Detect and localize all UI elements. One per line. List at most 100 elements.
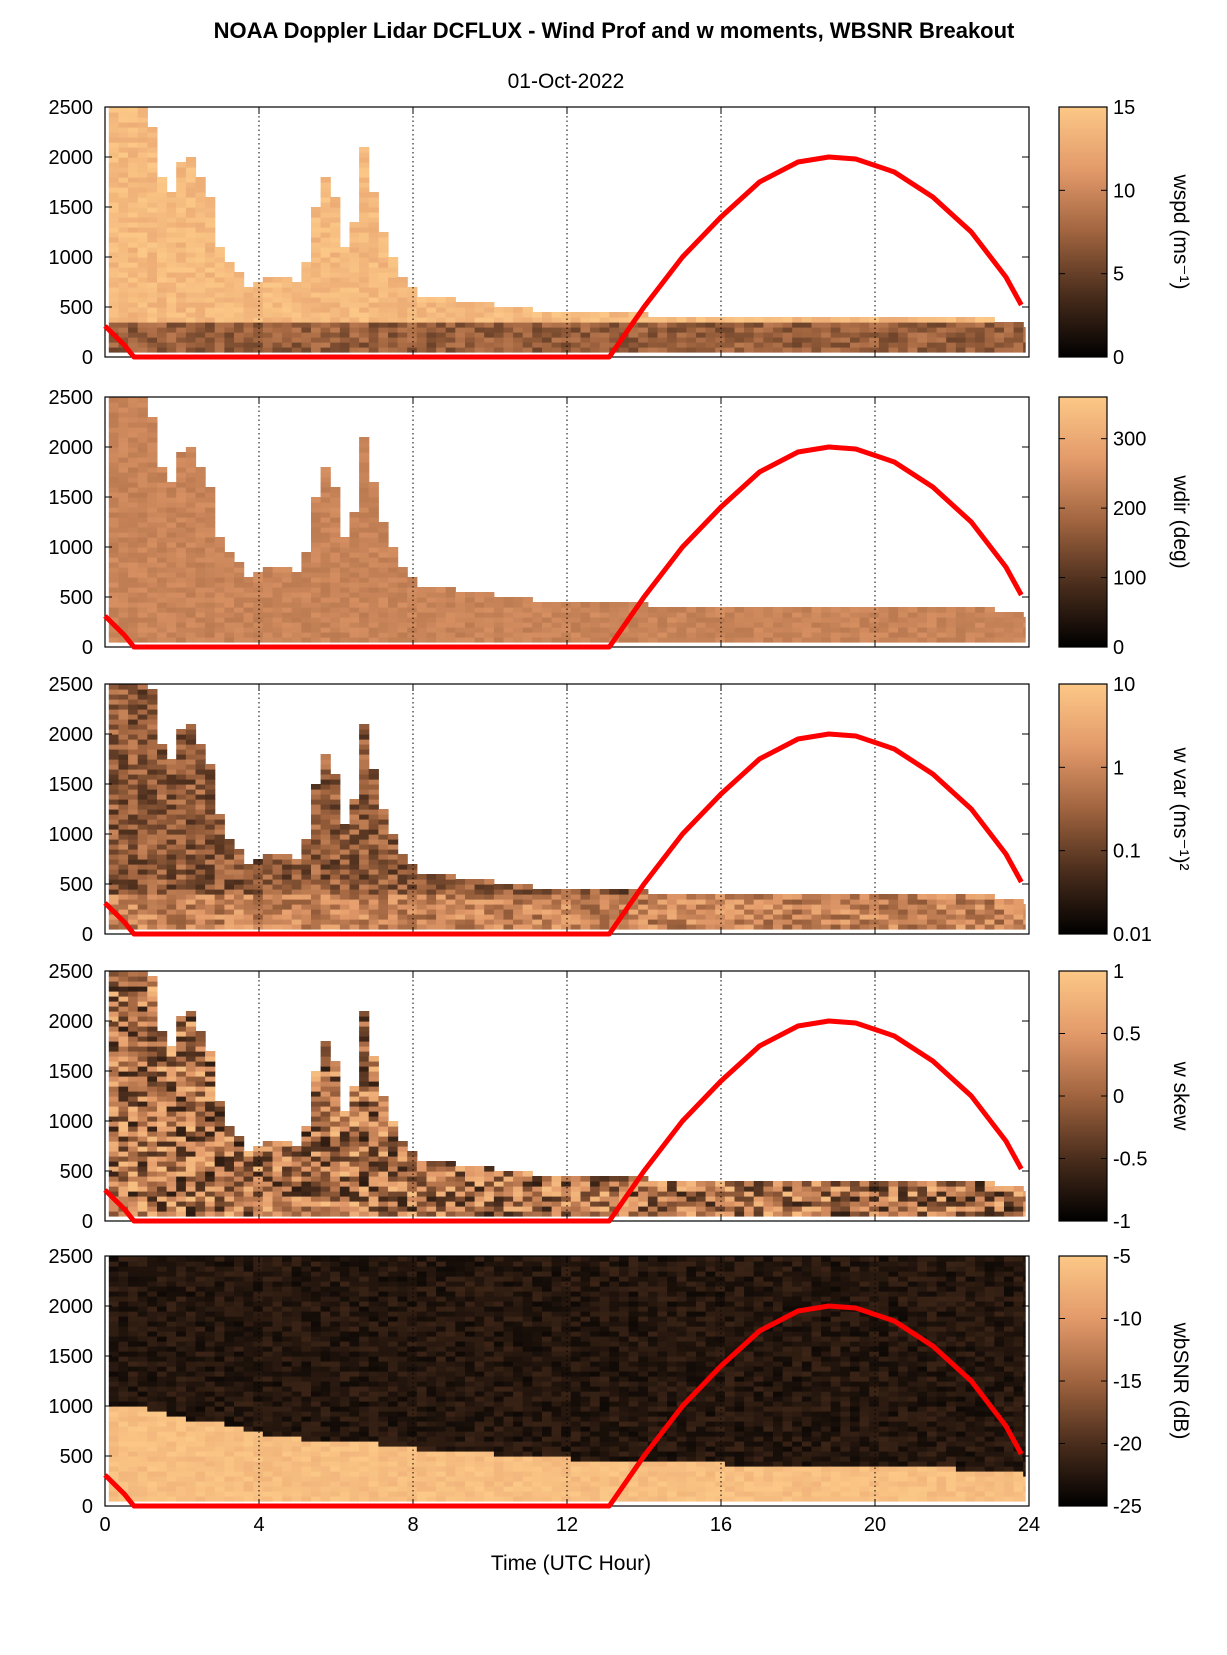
heatmap-cell bbox=[157, 814, 168, 820]
heatmap-cell bbox=[205, 1106, 216, 1112]
heatmap-cell bbox=[975, 607, 986, 613]
heatmap-cell bbox=[272, 632, 283, 638]
heatmap-cell bbox=[176, 272, 187, 278]
heatmap-cell bbox=[686, 894, 697, 900]
heatmap-cell bbox=[734, 327, 745, 333]
heatmap-cell bbox=[599, 904, 610, 910]
heatmap-cell bbox=[955, 919, 967, 925]
heatmap-cell bbox=[570, 894, 581, 900]
heatmap-cell bbox=[311, 1101, 322, 1107]
heatmap-cell bbox=[118, 1071, 129, 1077]
heatmap-cell bbox=[205, 774, 216, 780]
heatmap-cell bbox=[859, 317, 870, 323]
heatmap-cell bbox=[243, 307, 254, 313]
heatmap-cell bbox=[763, 327, 774, 333]
heatmap-cell bbox=[339, 834, 351, 840]
heatmap-cell bbox=[532, 337, 543, 343]
heatmap-cell bbox=[224, 562, 235, 568]
heatmap-cell bbox=[176, 1136, 187, 1142]
heatmap-cell bbox=[715, 899, 726, 905]
heatmap-cell bbox=[137, 709, 148, 715]
heatmap-cell bbox=[108, 1161, 119, 1167]
heatmap-cell bbox=[994, 332, 1005, 338]
heatmap-cell bbox=[176, 854, 187, 860]
heatmap-cell bbox=[359, 197, 370, 203]
heatmap-cell bbox=[291, 587, 302, 593]
heatmap-cell bbox=[157, 197, 168, 203]
heatmap-cell bbox=[108, 552, 119, 558]
heatmap-cell bbox=[965, 909, 976, 915]
heatmap-cell bbox=[147, 1111, 158, 1117]
heatmap-cell bbox=[763, 919, 774, 925]
heatmap-cell bbox=[474, 904, 485, 910]
heatmap-cell bbox=[455, 909, 466, 915]
heatmap-cell bbox=[580, 617, 591, 623]
heatmap-cell bbox=[686, 607, 697, 613]
heatmap-cell bbox=[570, 312, 581, 318]
heatmap-cell bbox=[272, 292, 283, 298]
heatmap-cell bbox=[137, 277, 148, 283]
heatmap-cell bbox=[176, 804, 187, 810]
heatmap-cell bbox=[359, 904, 370, 910]
heatmap-cell bbox=[108, 889, 119, 895]
heatmap-cell bbox=[397, 627, 408, 633]
heatmap-cell bbox=[975, 637, 986, 643]
heatmap-cell bbox=[734, 632, 745, 638]
heatmap-cell bbox=[320, 252, 331, 258]
heatmap-cell bbox=[166, 257, 177, 263]
heatmap-cell bbox=[378, 884, 389, 890]
heatmap-cell bbox=[243, 874, 254, 880]
heatmap-cell bbox=[513, 327, 524, 333]
heatmap-cell bbox=[955, 317, 967, 323]
heatmap-cell bbox=[262, 859, 273, 865]
heatmap-cell bbox=[272, 924, 283, 930]
heatmap-cell bbox=[330, 317, 341, 323]
heatmap-cell bbox=[118, 1136, 129, 1142]
heatmap-cell bbox=[137, 242, 148, 248]
heatmap-cell bbox=[128, 552, 139, 558]
heatmap-cell bbox=[619, 607, 630, 613]
heatmap-cell bbox=[311, 547, 322, 553]
heatmap-cell bbox=[214, 884, 225, 890]
heatmap-cell bbox=[147, 981, 158, 987]
heatmap-cell bbox=[118, 472, 129, 478]
heatmap-cell bbox=[108, 1126, 119, 1132]
heatmap-cell bbox=[272, 854, 283, 860]
heatmap-cell bbox=[108, 904, 119, 910]
heatmap-cell bbox=[205, 904, 216, 910]
heatmap-cell bbox=[320, 212, 331, 218]
heatmap-cell bbox=[147, 552, 158, 558]
heatmap-cell bbox=[830, 627, 841, 633]
heatmap-cell bbox=[195, 612, 206, 618]
heatmap-cell bbox=[753, 904, 764, 910]
heatmap-cell bbox=[137, 1016, 148, 1022]
heatmap-cell bbox=[118, 689, 129, 695]
heatmap-cell bbox=[272, 1196, 283, 1202]
heatmap-cell bbox=[445, 597, 456, 603]
heatmap-cell bbox=[946, 347, 957, 353]
heatmap-cell bbox=[513, 317, 524, 323]
heatmap-cell bbox=[378, 537, 389, 543]
heatmap-cell bbox=[118, 1046, 129, 1052]
heatmap-cell bbox=[349, 859, 360, 865]
heatmap-cell bbox=[118, 282, 129, 288]
heatmap-cell bbox=[436, 919, 447, 925]
heatmap-cell bbox=[686, 347, 697, 353]
heatmap-cell bbox=[128, 764, 139, 770]
heatmap-cell bbox=[455, 889, 466, 895]
heatmap-cell bbox=[128, 981, 139, 987]
heatmap-cell bbox=[147, 1091, 158, 1097]
heatmap-cell bbox=[407, 322, 418, 328]
heatmap-cell bbox=[118, 257, 129, 263]
heatmap-cell bbox=[368, 602, 379, 608]
heatmap-cell bbox=[696, 909, 707, 915]
heatmap-cell bbox=[185, 332, 197, 338]
heatmap-cell bbox=[676, 317, 687, 323]
heatmap-cell bbox=[898, 607, 909, 613]
heatmap-cell bbox=[850, 909, 861, 915]
heatmap-cell bbox=[907, 617, 918, 623]
heatmap-cell bbox=[955, 612, 967, 618]
heatmap-cell bbox=[359, 502, 370, 508]
heatmap-cell bbox=[763, 332, 774, 338]
heatmap-cell bbox=[166, 317, 177, 323]
